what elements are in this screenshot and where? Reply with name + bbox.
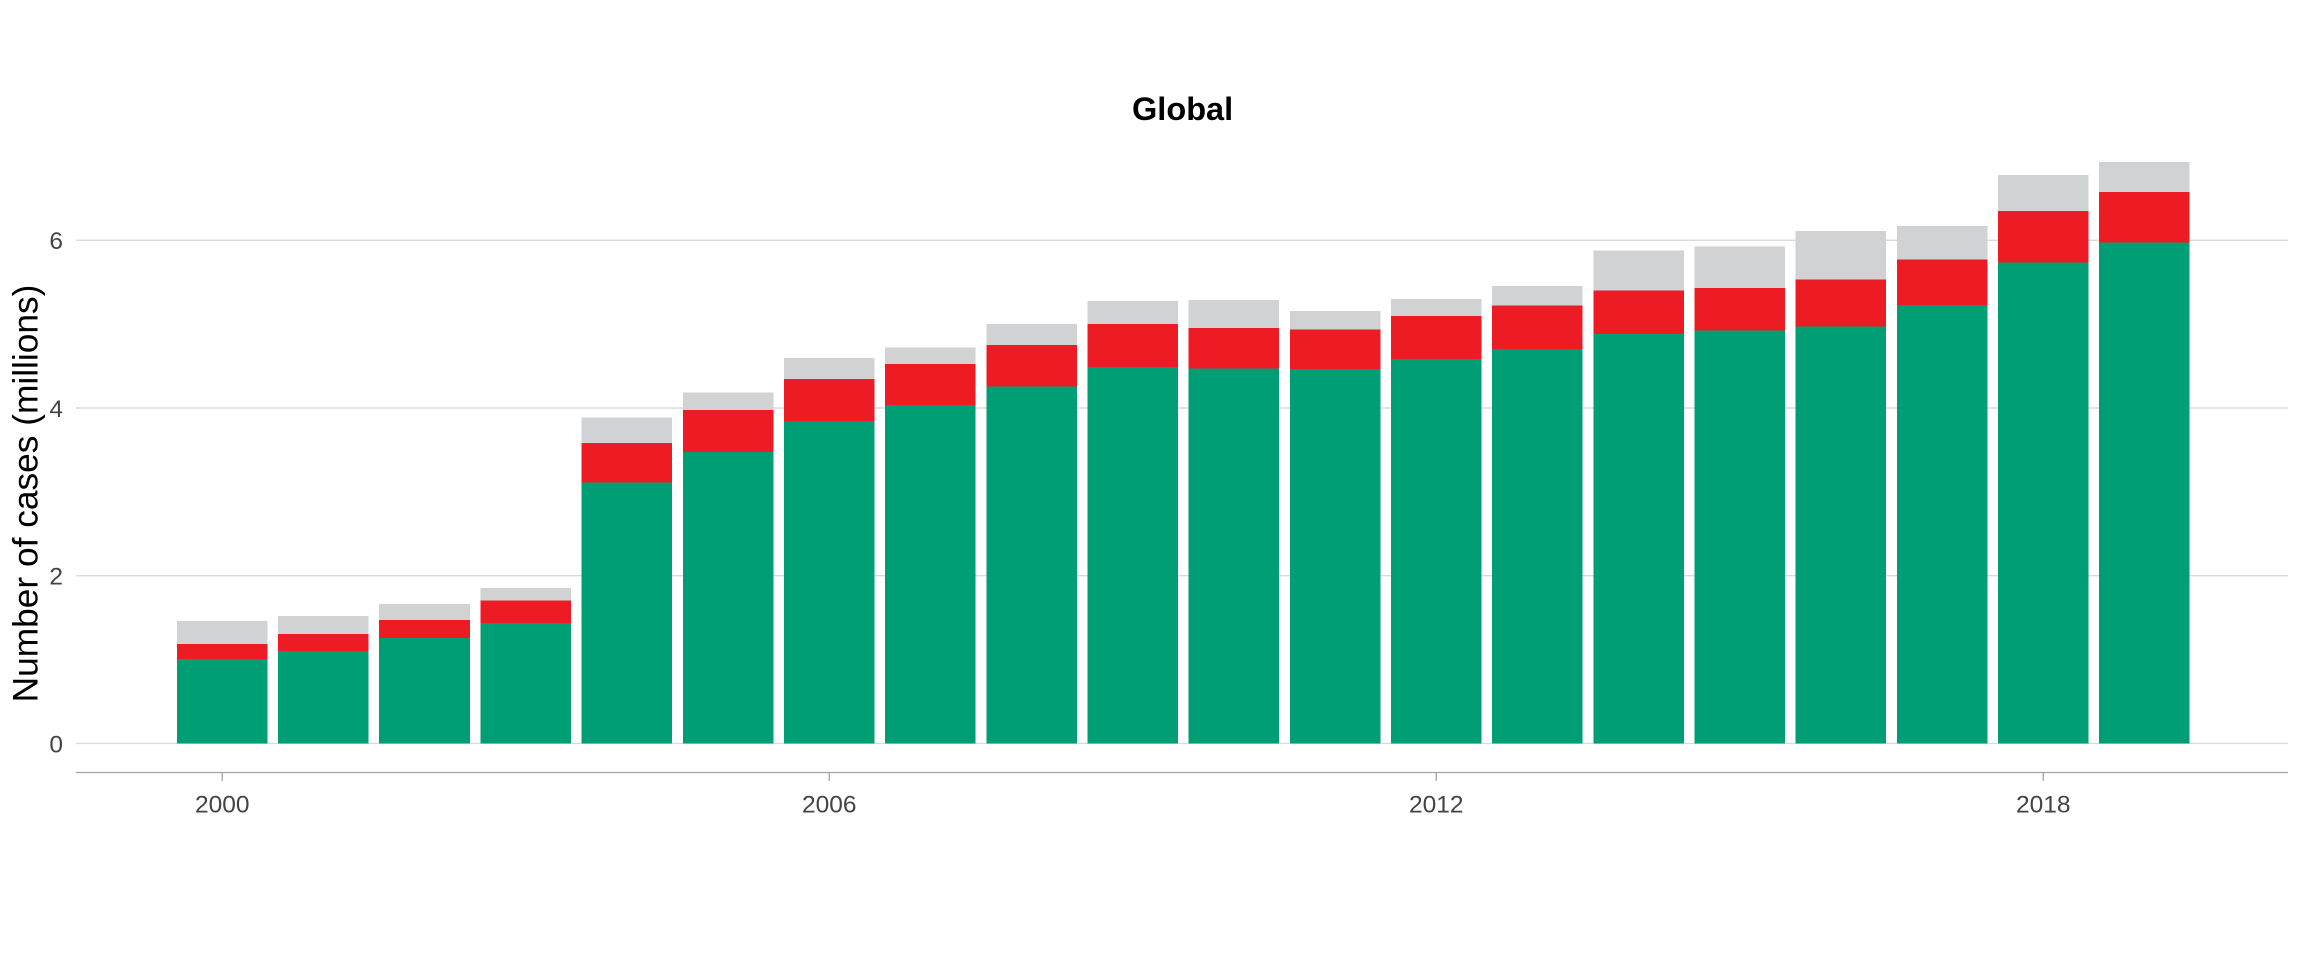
bar-segment-top-grey xyxy=(885,347,976,364)
bar-segment-bottom-green xyxy=(1694,330,1786,744)
x-tick-label: 2018 xyxy=(2016,792,2071,819)
bar-2002 xyxy=(379,604,470,744)
bar-2018 xyxy=(1997,174,2089,744)
bar-segment-top-grey xyxy=(480,588,572,601)
bar-2000 xyxy=(176,621,268,744)
bar-segment-top-grey xyxy=(1896,225,1988,260)
bar-2006 xyxy=(783,358,875,744)
bar-2012 xyxy=(1390,298,1482,744)
bar-2003 xyxy=(480,588,572,744)
x-tick-label: 2012 xyxy=(1409,792,1464,819)
bar-segment-bottom-green xyxy=(278,650,369,744)
bar-segment-bottom-green xyxy=(2099,242,2190,744)
bar-segment-top-grey xyxy=(1289,310,1381,330)
bar-segment-middle-red xyxy=(783,378,875,421)
x-tick-label: 2006 xyxy=(802,792,857,819)
bar-segment-top-grey xyxy=(1997,174,2089,211)
bar-segment-top-grey xyxy=(1390,298,1482,316)
x-tick-label: 2000 xyxy=(195,792,250,819)
bar-segment-top-grey xyxy=(278,616,369,634)
bar-segment-bottom-green xyxy=(1795,326,1887,744)
bar-2015 xyxy=(1694,246,1786,744)
bar-segment-top-grey xyxy=(1087,301,1179,325)
y-tick-label: 2 xyxy=(49,564,63,591)
chart-title: Global xyxy=(1132,91,1233,127)
bar-2016 xyxy=(1795,231,1887,744)
bar-2009 xyxy=(1087,301,1179,744)
bar-2004 xyxy=(581,417,673,744)
bar-segment-bottom-green xyxy=(783,420,875,744)
bar-segment-top-grey xyxy=(176,621,268,645)
bar-2019 xyxy=(2099,161,2190,744)
bar-segment-middle-red xyxy=(1997,210,2089,263)
bar-2017 xyxy=(1896,225,1988,744)
bar-segment-top-grey xyxy=(1593,250,1684,291)
bar-segment-top-grey xyxy=(1188,300,1280,329)
bar-segment-top-grey xyxy=(1694,246,1786,289)
bar-segment-middle-red xyxy=(1188,328,1280,369)
bar-segment-middle-red xyxy=(986,344,1077,387)
bar-segment-middle-red xyxy=(1593,290,1684,335)
bar-segment-bottom-green xyxy=(1390,359,1482,744)
bar-segment-bottom-green xyxy=(885,404,976,744)
bar-segment-bottom-green xyxy=(1997,262,2089,744)
bar-segment-middle-red xyxy=(278,633,369,651)
bar-segment-bottom-green xyxy=(1492,348,1583,744)
bar-segment-bottom-green xyxy=(1188,368,1280,744)
bar-2013 xyxy=(1492,285,1583,744)
bar-segment-top-grey xyxy=(379,604,470,620)
bar-segment-bottom-green xyxy=(581,482,673,744)
y-tick-labels: 0 2 4 6 xyxy=(49,228,63,758)
bar-segment-middle-red xyxy=(176,644,268,660)
bar-segment-middle-red xyxy=(682,410,774,452)
bar-segment-top-grey xyxy=(1795,231,1887,280)
bar-segment-bottom-green xyxy=(1896,304,1988,744)
bar-segment-middle-red xyxy=(1795,279,1887,327)
x-axis xyxy=(76,771,2288,781)
bar-segment-middle-red xyxy=(2099,191,2190,243)
bar-segment-middle-red xyxy=(1896,259,1988,305)
bar-series xyxy=(176,161,2190,744)
bar-segment-top-grey xyxy=(581,417,673,444)
bar-segment-top-grey xyxy=(682,392,774,411)
bar-2005 xyxy=(682,392,774,744)
bar-segment-middle-red xyxy=(480,600,572,623)
y-axis-title: Number of cases (millions) xyxy=(6,285,45,703)
bar-segment-middle-red xyxy=(1390,315,1482,360)
bar-2008 xyxy=(986,324,1077,744)
bar-segment-bottom-green xyxy=(176,659,268,744)
bar-segment-bottom-green xyxy=(379,637,470,744)
bar-segment-middle-red xyxy=(581,443,673,483)
y-tick-label: 4 xyxy=(49,396,63,423)
bar-segment-top-grey xyxy=(1492,285,1583,306)
bar-segment-middle-red xyxy=(1087,324,1179,367)
bar-2011 xyxy=(1289,310,1381,744)
bar-segment-middle-red xyxy=(1492,305,1583,349)
bar-segment-bottom-green xyxy=(1289,368,1381,744)
bar-segment-bottom-green xyxy=(1087,366,1179,744)
bar-segment-bottom-green xyxy=(480,622,572,744)
bar-segment-top-grey xyxy=(2099,161,2190,192)
bar-segment-middle-red xyxy=(379,619,470,638)
bar-2007 xyxy=(885,347,976,744)
bar-segment-top-grey xyxy=(986,324,1077,345)
bar-2010 xyxy=(1188,300,1280,744)
bar-segment-top-grey xyxy=(783,358,875,379)
bar-segment-bottom-green xyxy=(986,386,1077,744)
bar-segment-middle-red xyxy=(885,363,976,405)
y-tick-label: 6 xyxy=(49,228,63,255)
y-tick-label: 0 xyxy=(49,731,63,758)
bar-segment-middle-red xyxy=(1289,329,1381,369)
x-tick-labels: 2000 2006 2012 2018 xyxy=(195,792,2071,819)
bar-segment-bottom-green xyxy=(1593,334,1684,744)
bar-segment-middle-red xyxy=(1694,288,1786,331)
bar-2014 xyxy=(1593,250,1684,744)
bar-2001 xyxy=(278,616,369,744)
bar-segment-bottom-green xyxy=(682,451,774,744)
